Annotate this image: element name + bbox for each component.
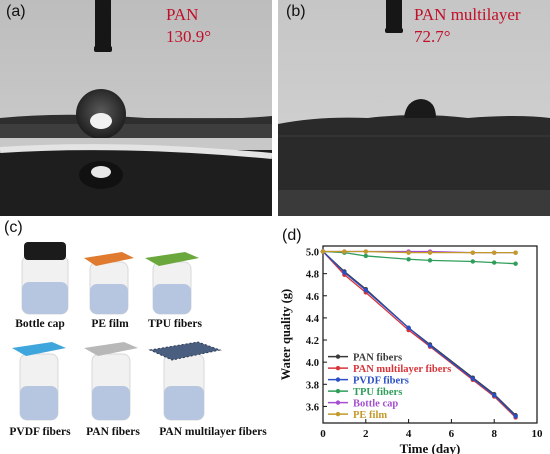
panel-b-label: (b): [286, 3, 306, 20]
data-point-pvdf-fibers: [406, 325, 411, 331]
photo-panel-b: (b) PAN multilayer 72.7°: [278, 0, 550, 216]
cover-bottle-cap: [24, 242, 66, 260]
legend-label-pvdf-fibers: PVDF fibers: [353, 375, 409, 386]
legend-label-bottle-cap: Bottle cap: [353, 398, 398, 409]
vial-pan-multilayer-fibers: [148, 341, 222, 421]
vial-label-tpu-fibers: TPU fibers: [148, 318, 202, 330]
axis-ticks: 0 2 4 6 8 10 3.6 3.8 4.0 4.2 4.4 4.6 4.8 5.0: [306, 248, 543, 440]
data-point-pe-film: [427, 250, 433, 255]
data-point-pvdf-fibers: [363, 288, 368, 293]
data-point-tpu-fibers: [513, 261, 518, 266]
water-quality-chart: (d) 0 2 4 6 8 10 3.6 3.8 4.0 4.2 4.4 4.6 4.8 5.0 PAN …: [276, 222, 550, 454]
panel-a-angle: 130.9°: [166, 27, 212, 46]
y-tick-label: 4.0: [306, 358, 319, 369]
cover-tpu-fibers: [145, 252, 199, 266]
vial-pvdf-fibers: [12, 342, 66, 421]
data-point-tpu-fibers: [427, 258, 433, 263]
x-axis-label: Time (day): [400, 441, 461, 454]
vial-label-pe-film: PE film: [91, 318, 129, 330]
data-point-pe-film: [363, 249, 368, 254]
x-tick-label: 4: [406, 428, 412, 440]
y-tick-label: 4.8: [306, 270, 319, 281]
data-point-pe-film: [406, 250, 411, 255]
y-tick-label: 4.4: [306, 314, 320, 325]
panel-b-material: PAN multilayer: [414, 5, 521, 24]
data-point-pe-film: [492, 250, 497, 255]
data-point-pvdf-fibers: [470, 376, 475, 381]
droplet-photo-a: [0, 0, 272, 216]
legend-marker-pan-fibers: [335, 354, 341, 359]
vial-pe-film: [84, 252, 134, 315]
series-layer: [320, 249, 518, 420]
data-point-pe-film: [320, 249, 326, 254]
data-point-pe-film: [342, 249, 347, 254]
data-point-pe-film: [470, 250, 475, 255]
panel-d-label: (d): [282, 227, 302, 244]
cover-pan-fibers: [84, 342, 138, 356]
y-tick-label: 3.8: [306, 380, 319, 391]
legend-label-pe-film: PE film: [353, 410, 387, 421]
x-tick-label: 6: [449, 428, 455, 440]
vial-label-pan-multilayer-fibers: PAN multilayer fibers: [159, 426, 267, 438]
panel-a-label: (a): [6, 3, 26, 20]
series-line-pan-multilayer-fibers: [322, 251, 517, 418]
data-point-pvdf-fibers: [342, 270, 347, 275]
y-tick-label: 3.6: [306, 402, 319, 413]
cover-pvdf-fibers: [12, 342, 66, 356]
series-line-tpu-fibers: [322, 250, 516, 265]
y-tick-label: 4.6: [306, 292, 319, 303]
series-line-pvdf-fibers: [322, 251, 517, 417]
legend-label-pan-fibers: PAN fibers: [353, 352, 402, 363]
cover-pan-multilayer-fibers: [150, 342, 220, 360]
vial-tpu-fibers: [145, 252, 199, 315]
legend-marker-pan-multilayer-fibers: [335, 365, 341, 371]
panel-a-material: PAN: [166, 5, 199, 24]
vial-label-bottle-cap: Bottle cap: [15, 318, 65, 330]
x-tick-label: 10: [532, 428, 544, 440]
legend-label-tpu-fibers: TPU fibers: [353, 387, 402, 398]
vial-label-pan-fibers: PAN fibers: [86, 426, 140, 438]
data-point-pvdf-fibers: [513, 414, 518, 419]
plot-frame: [322, 245, 538, 424]
panel-b-angle: 72.7°: [414, 27, 451, 46]
series-line-pe-film: [323, 250, 516, 254]
legend-marker-pe-film: [335, 411, 341, 417]
data-point-tpu-fibers: [406, 257, 411, 262]
x-tick-label: 8: [491, 428, 497, 440]
data-point-pvdf-fibers: [492, 393, 497, 398]
cover-pe-film: [84, 252, 134, 266]
legend-marker-bottle-cap: [335, 400, 341, 405]
data-point-tpu-fibers: [470, 259, 475, 264]
photo-panel-a: (a) PAN 130.9°: [0, 0, 272, 216]
chart-svg: (d) 0 2 4 6 8 10 3.6 3.8 4.0 4.2 4.4 4.6 4.8 5.0 PAN …: [279, 227, 543, 454]
vial-bottle-cap: [21, 242, 69, 315]
vial-label-pvdf-fibers: PVDF fibers: [9, 426, 71, 438]
y-axis-label: Water quality (g): [279, 289, 293, 380]
data-point-pvdf-fibers: [427, 343, 433, 348]
y-tick-label: 4.2: [306, 336, 319, 347]
data-point-pe-film: [513, 250, 518, 255]
legend-label-pan-multilayer-fibers: PAN multilayer fibers: [353, 364, 451, 375]
y-tick-label: 5.0: [306, 248, 319, 259]
data-point-tpu-fibers: [363, 253, 368, 259]
x-tick-label: 2: [363, 428, 369, 440]
panel-c-label: (c): [4, 219, 23, 236]
vial-pan-fibers: [84, 342, 138, 421]
data-point-tpu-fibers: [492, 260, 497, 265]
legend-marker-pvdf-fibers: [335, 377, 341, 382]
droplet-photo-b: [278, 0, 550, 216]
x-tick-label: 0: [320, 428, 326, 440]
legend-marker-tpu-fibers: [335, 388, 341, 394]
